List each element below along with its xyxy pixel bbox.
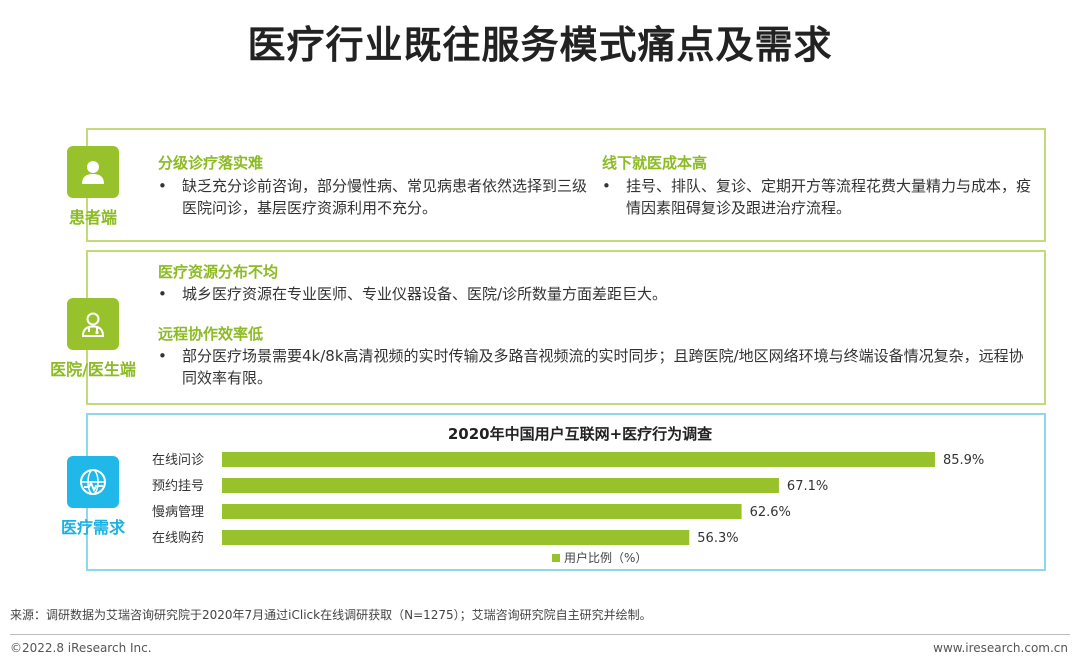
bar [222, 530, 690, 545]
demand-tab: 医疗需求 [38, 456, 148, 538]
doctor-icon [67, 298, 119, 350]
website-link[interactable]: www.iresearch.com.cn [933, 641, 1068, 655]
chart-legend: 用户比例（%） [552, 549, 647, 566]
block-heading: 线下就医成本高 [602, 154, 708, 172]
category-label: 预约挂号 [152, 479, 204, 494]
patient-tab: 患者端 [38, 146, 148, 228]
block-heading: 分级诊疗落实难 [158, 154, 264, 172]
data-label: 56.3% [697, 531, 738, 546]
block-heading: 远程协作效率低 [158, 325, 264, 343]
bar [222, 504, 742, 519]
bar-chart: 在线问诊 85.9% 预约挂号 67.1% 慢病管理 62.6% 在线购药 56.3% [152, 452, 984, 546]
data-label: 67.1% [787, 479, 828, 494]
globe-network-icon [67, 456, 119, 508]
footer-divider [10, 634, 1070, 635]
legend-swatch [552, 553, 560, 562]
patient-tab-label: 患者端 [68, 208, 117, 227]
block-text: • 城乡医疗资源在专业医师、专业仪器设备、医院/诊所数量方面差距巨大。 [158, 285, 668, 303]
hospital-tab-label: 医院/医生端 [50, 360, 136, 379]
block-text: • 缺乏充分诊前咨询，部分慢性病、常见病患者依然选择到三级医院问诊，基层医疗资源… [158, 177, 588, 217]
chart-title: 2020年中国用户互联网+医疗行为调查 [447, 425, 713, 443]
bar [222, 452, 935, 467]
category-label: 在线问诊 [152, 453, 204, 468]
block-text: • 部分医疗场景需要4k/8k高清视频的实时传输及多路音视频流的实时同步；且跨医… [158, 347, 1024, 387]
category-label: 在线购药 [152, 530, 204, 546]
data-label: 85.9% [943, 453, 984, 468]
hospital-tab: 医院/医生端 [38, 298, 148, 380]
bar [222, 478, 779, 493]
user-icon [67, 146, 119, 198]
demand-tab-label: 医疗需求 [60, 518, 125, 537]
block-text: • 挂号、排队、复诊、定期开方等流程花费大量精力与成本，疫情因素阻碍复诊及跟进治… [602, 177, 1032, 217]
legend-label: 用户比例（%） [564, 551, 648, 565]
block-heading: 医疗资源分布不均 [158, 263, 279, 281]
category-label: 慢病管理 [152, 504, 204, 520]
page-title: 医疗行业既往服务模式痛点及需求 [247, 23, 833, 67]
copyright: ©2022.8 iResearch Inc. [10, 641, 152, 655]
data-label: 62.6% [750, 505, 791, 520]
source-note: 来源：调研数据为艾瑞咨询研究院于2020年7月通过iClick在线调研获取（N=… [10, 608, 652, 622]
